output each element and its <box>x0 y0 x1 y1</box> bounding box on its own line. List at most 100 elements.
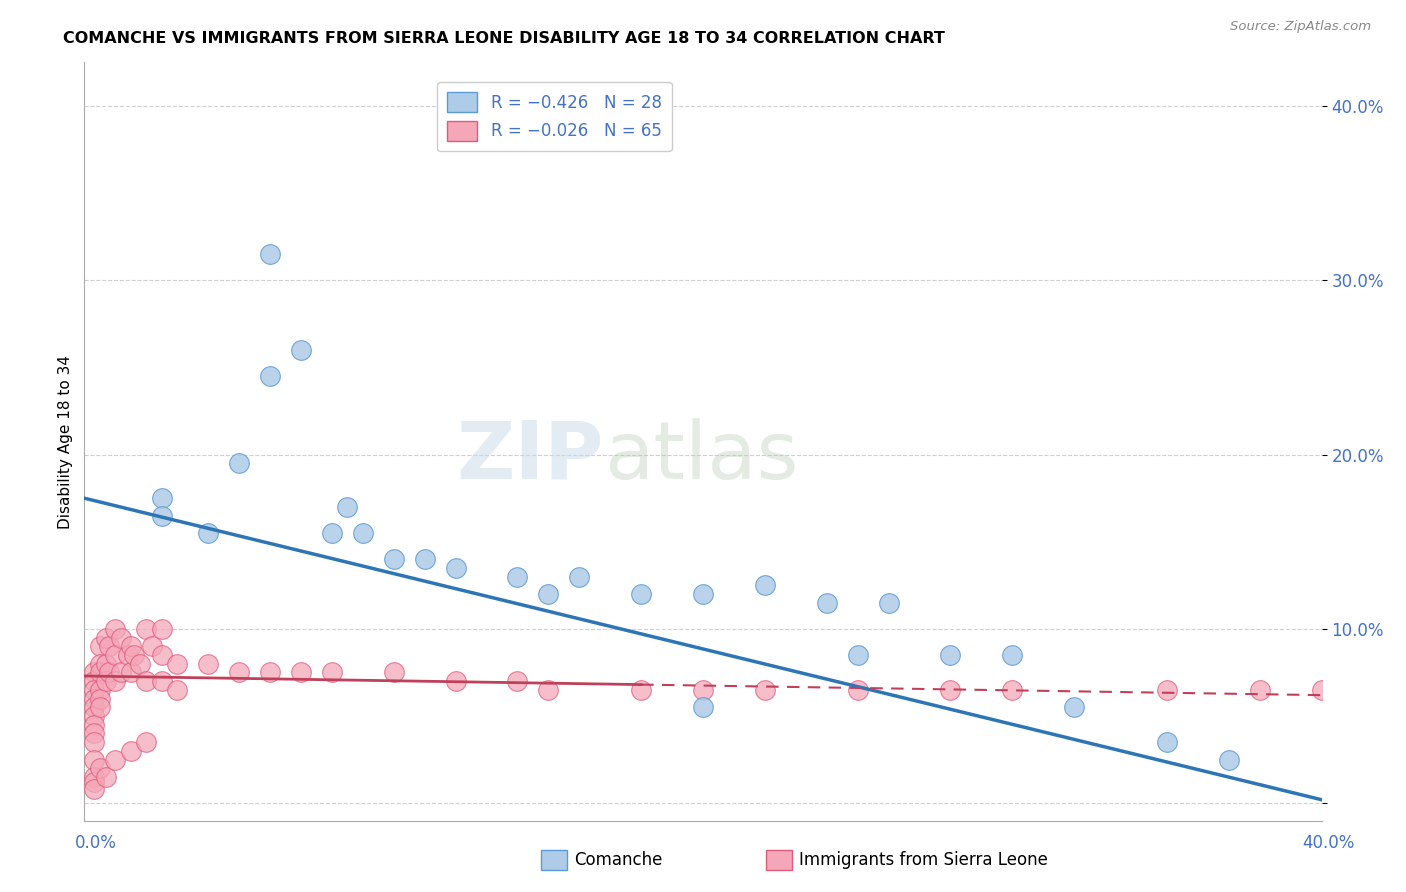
Point <box>166 657 188 671</box>
Point <box>94 674 117 689</box>
Point <box>110 665 132 680</box>
Point <box>1310 682 1333 697</box>
Point <box>846 682 869 697</box>
Point <box>83 753 105 767</box>
Point <box>336 500 359 514</box>
Point <box>98 640 121 654</box>
Point <box>129 657 152 671</box>
Point <box>104 753 127 767</box>
Point <box>141 640 163 654</box>
Point <box>630 587 652 601</box>
Point <box>692 700 714 714</box>
Point <box>444 561 467 575</box>
Legend: R = −0.426   N = 28, R = −0.026   N = 65: R = −0.426 N = 28, R = −0.026 N = 65 <box>437 82 672 151</box>
Point <box>83 718 105 732</box>
Point <box>1156 682 1178 697</box>
Point <box>692 682 714 697</box>
Point <box>89 665 111 680</box>
Point <box>83 726 105 740</box>
Point <box>150 622 173 636</box>
Point <box>1156 735 1178 749</box>
Point <box>94 657 117 671</box>
Point <box>506 569 529 583</box>
Point <box>89 761 111 775</box>
Point <box>122 648 145 662</box>
Point <box>1218 753 1240 767</box>
Point <box>754 578 776 592</box>
Point <box>352 526 374 541</box>
Point <box>83 775 105 789</box>
Text: Immigrants from Sierra Leone: Immigrants from Sierra Leone <box>799 851 1047 869</box>
Point <box>939 682 962 697</box>
Text: Comanche: Comanche <box>574 851 662 869</box>
Point <box>1001 648 1024 662</box>
Point <box>815 596 838 610</box>
Point <box>228 456 250 470</box>
Point <box>321 526 343 541</box>
Point <box>630 682 652 697</box>
Point <box>537 682 560 697</box>
Point <box>94 770 117 784</box>
Point <box>120 744 142 758</box>
Point <box>104 674 127 689</box>
Point <box>83 709 105 723</box>
Point <box>83 770 105 784</box>
Text: atlas: atlas <box>605 417 799 496</box>
Point <box>692 587 714 601</box>
Text: 0.0%: 0.0% <box>75 834 117 852</box>
Point <box>104 622 127 636</box>
Point <box>150 508 173 523</box>
Point <box>259 369 281 384</box>
Point <box>110 631 132 645</box>
Point <box>228 665 250 680</box>
Point <box>94 631 117 645</box>
Point <box>1063 700 1085 714</box>
Point <box>89 657 111 671</box>
Point <box>98 665 121 680</box>
Point <box>290 665 312 680</box>
Point <box>150 491 173 506</box>
Point <box>290 343 312 357</box>
Text: 40.0%: 40.0% <box>1302 834 1355 852</box>
Text: COMANCHE VS IMMIGRANTS FROM SIERRA LEONE DISABILITY AGE 18 TO 34 CORRELATION CHA: COMANCHE VS IMMIGRANTS FROM SIERRA LEONE… <box>63 31 945 46</box>
Point <box>1249 682 1271 697</box>
Point <box>754 682 776 697</box>
Point <box>135 674 157 689</box>
Point <box>444 674 467 689</box>
Point <box>259 247 281 261</box>
Point <box>537 587 560 601</box>
Point <box>83 674 105 689</box>
Point <box>506 674 529 689</box>
Point <box>197 526 219 541</box>
Point <box>150 648 173 662</box>
Point <box>83 682 105 697</box>
Text: ZIP: ZIP <box>457 417 605 496</box>
Point <box>83 735 105 749</box>
Point <box>120 640 142 654</box>
Point <box>135 622 157 636</box>
Point <box>1001 682 1024 697</box>
Point <box>83 782 105 797</box>
Point <box>382 552 405 566</box>
Point <box>89 640 111 654</box>
Y-axis label: Disability Age 18 to 34: Disability Age 18 to 34 <box>58 354 73 529</box>
Point <box>89 682 111 697</box>
Point <box>321 665 343 680</box>
Point <box>89 691 111 706</box>
Point <box>846 648 869 662</box>
Point <box>877 596 900 610</box>
Point <box>197 657 219 671</box>
Point <box>568 569 591 583</box>
Point <box>259 665 281 680</box>
Point <box>413 552 436 566</box>
Point <box>150 674 173 689</box>
Point <box>939 648 962 662</box>
Point <box>120 665 142 680</box>
Point <box>83 700 105 714</box>
Point <box>83 665 105 680</box>
Point <box>135 735 157 749</box>
Point <box>83 691 105 706</box>
Text: Source: ZipAtlas.com: Source: ZipAtlas.com <box>1230 20 1371 33</box>
Point <box>166 682 188 697</box>
Point <box>382 665 405 680</box>
